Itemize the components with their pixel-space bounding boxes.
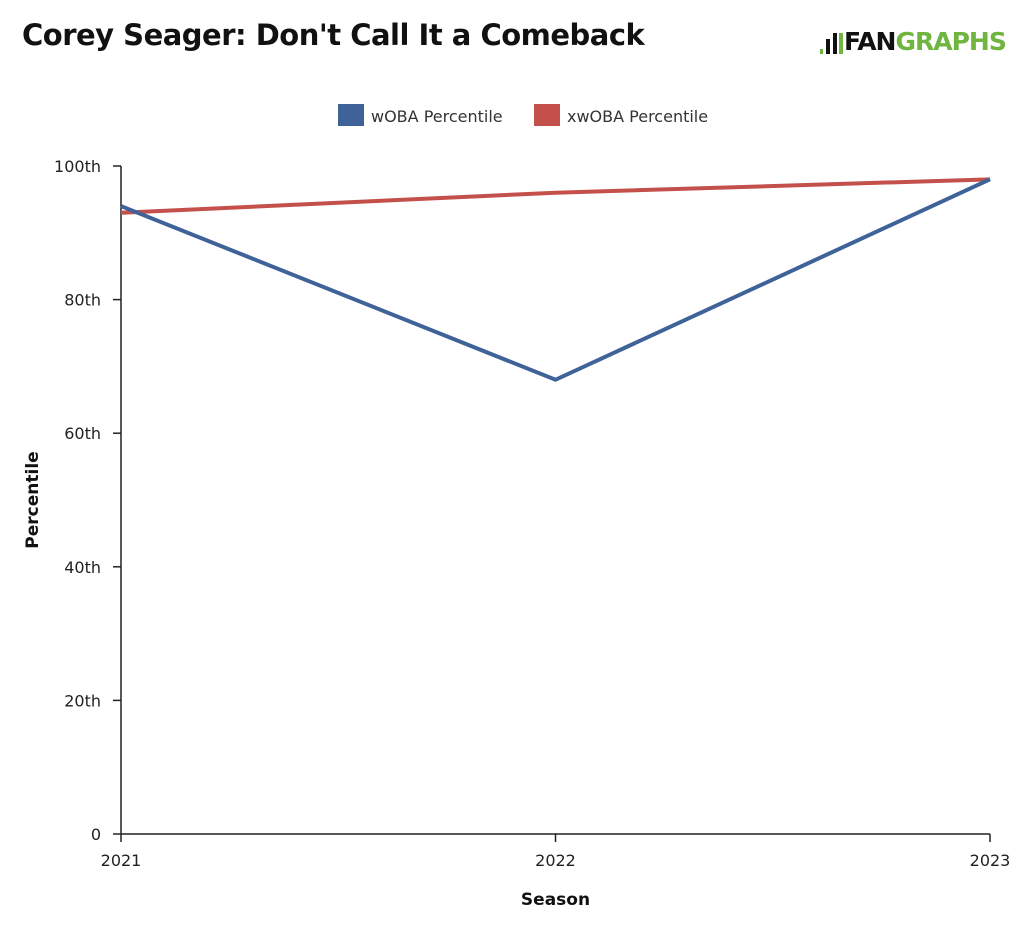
x-tick-label: 2023 <box>970 851 1011 870</box>
x-axis-label: Season <box>521 890 590 910</box>
y-tick-label: 0 <box>91 825 101 844</box>
fangraphs-logo: FAN GRAPHS <box>818 27 1007 56</box>
y-tick-label: 80th <box>64 291 101 310</box>
batter-icon <box>820 32 843 54</box>
legend-label: wOBA Percentile <box>371 107 503 126</box>
legend-label: xwOBA Percentile <box>567 107 708 126</box>
x-tick-label: 2022 <box>535 851 576 870</box>
legend-swatch <box>534 104 560 126</box>
y-tick-label: 60th <box>64 424 101 443</box>
y-tick-label: 100th <box>54 157 101 176</box>
x-tick-label: 2021 <box>101 851 142 870</box>
legend-swatch <box>338 104 364 126</box>
y-tick-label: 20th <box>64 691 101 710</box>
chart-title: Corey Seager: Don't Call It a Comeback <box>22 18 645 52</box>
y-tick-label: 40th <box>64 558 101 577</box>
y-axis-label: Percentile <box>23 451 43 548</box>
series-line <box>120 177 991 215</box>
series-line <box>120 177 991 382</box>
